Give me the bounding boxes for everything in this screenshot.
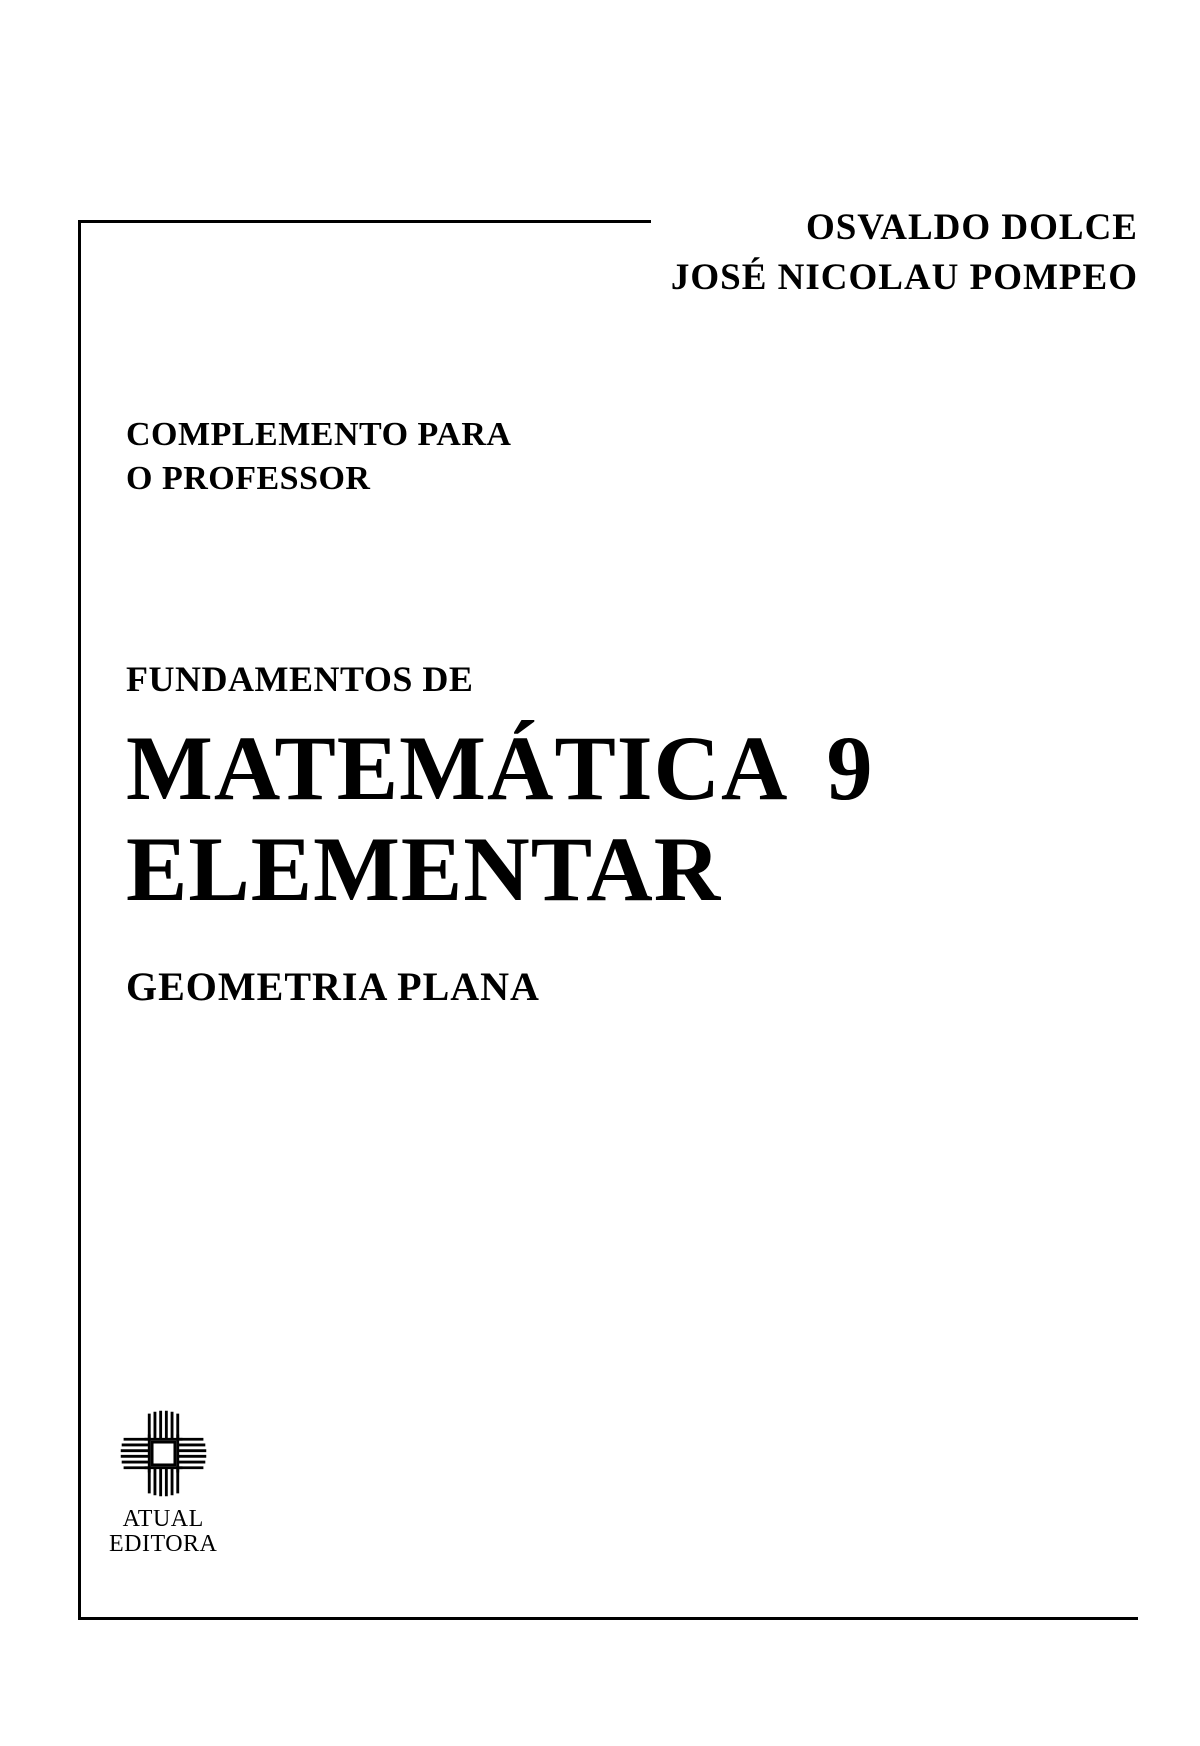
complement-line2: O PROFESSOR: [126, 457, 511, 501]
title-line1: MATEMÁTICA 9: [126, 718, 874, 819]
authors-block: OSVALDO DOLCE JOSÉ NICOLAU POMPEO: [651, 203, 1148, 315]
publisher-line2: EDITORA: [109, 1532, 217, 1557]
complement-line1: COMPLEMENTO PARA: [126, 413, 511, 457]
author-1: OSVALDO DOLCE: [671, 203, 1138, 253]
publisher-line1: ATUAL: [109, 1507, 217, 1532]
title-word2: ELEMENTAR: [126, 819, 874, 920]
subject-label: GEOMETRIA PLANA: [126, 963, 540, 1010]
publisher-block: ATUAL EDITORA: [109, 1406, 217, 1557]
fundamentos-label: FUNDAMENTOS DE: [126, 658, 473, 700]
title-volume: 9: [827, 718, 874, 819]
publisher-name: ATUAL EDITORA: [109, 1507, 217, 1557]
title-word1: MATEMÁTICA: [126, 718, 789, 819]
complement-block: COMPLEMENTO PARA O PROFESSOR: [126, 413, 511, 501]
title-block: MATEMÁTICA 9 ELEMENTAR: [126, 718, 874, 920]
publisher-logo-icon: [116, 1406, 211, 1501]
page-frame: OSVALDO DOLCE JOSÉ NICOLAU POMPEO COMPLE…: [78, 220, 1138, 1620]
author-2: JOSÉ NICOLAU POMPEO: [671, 253, 1138, 303]
